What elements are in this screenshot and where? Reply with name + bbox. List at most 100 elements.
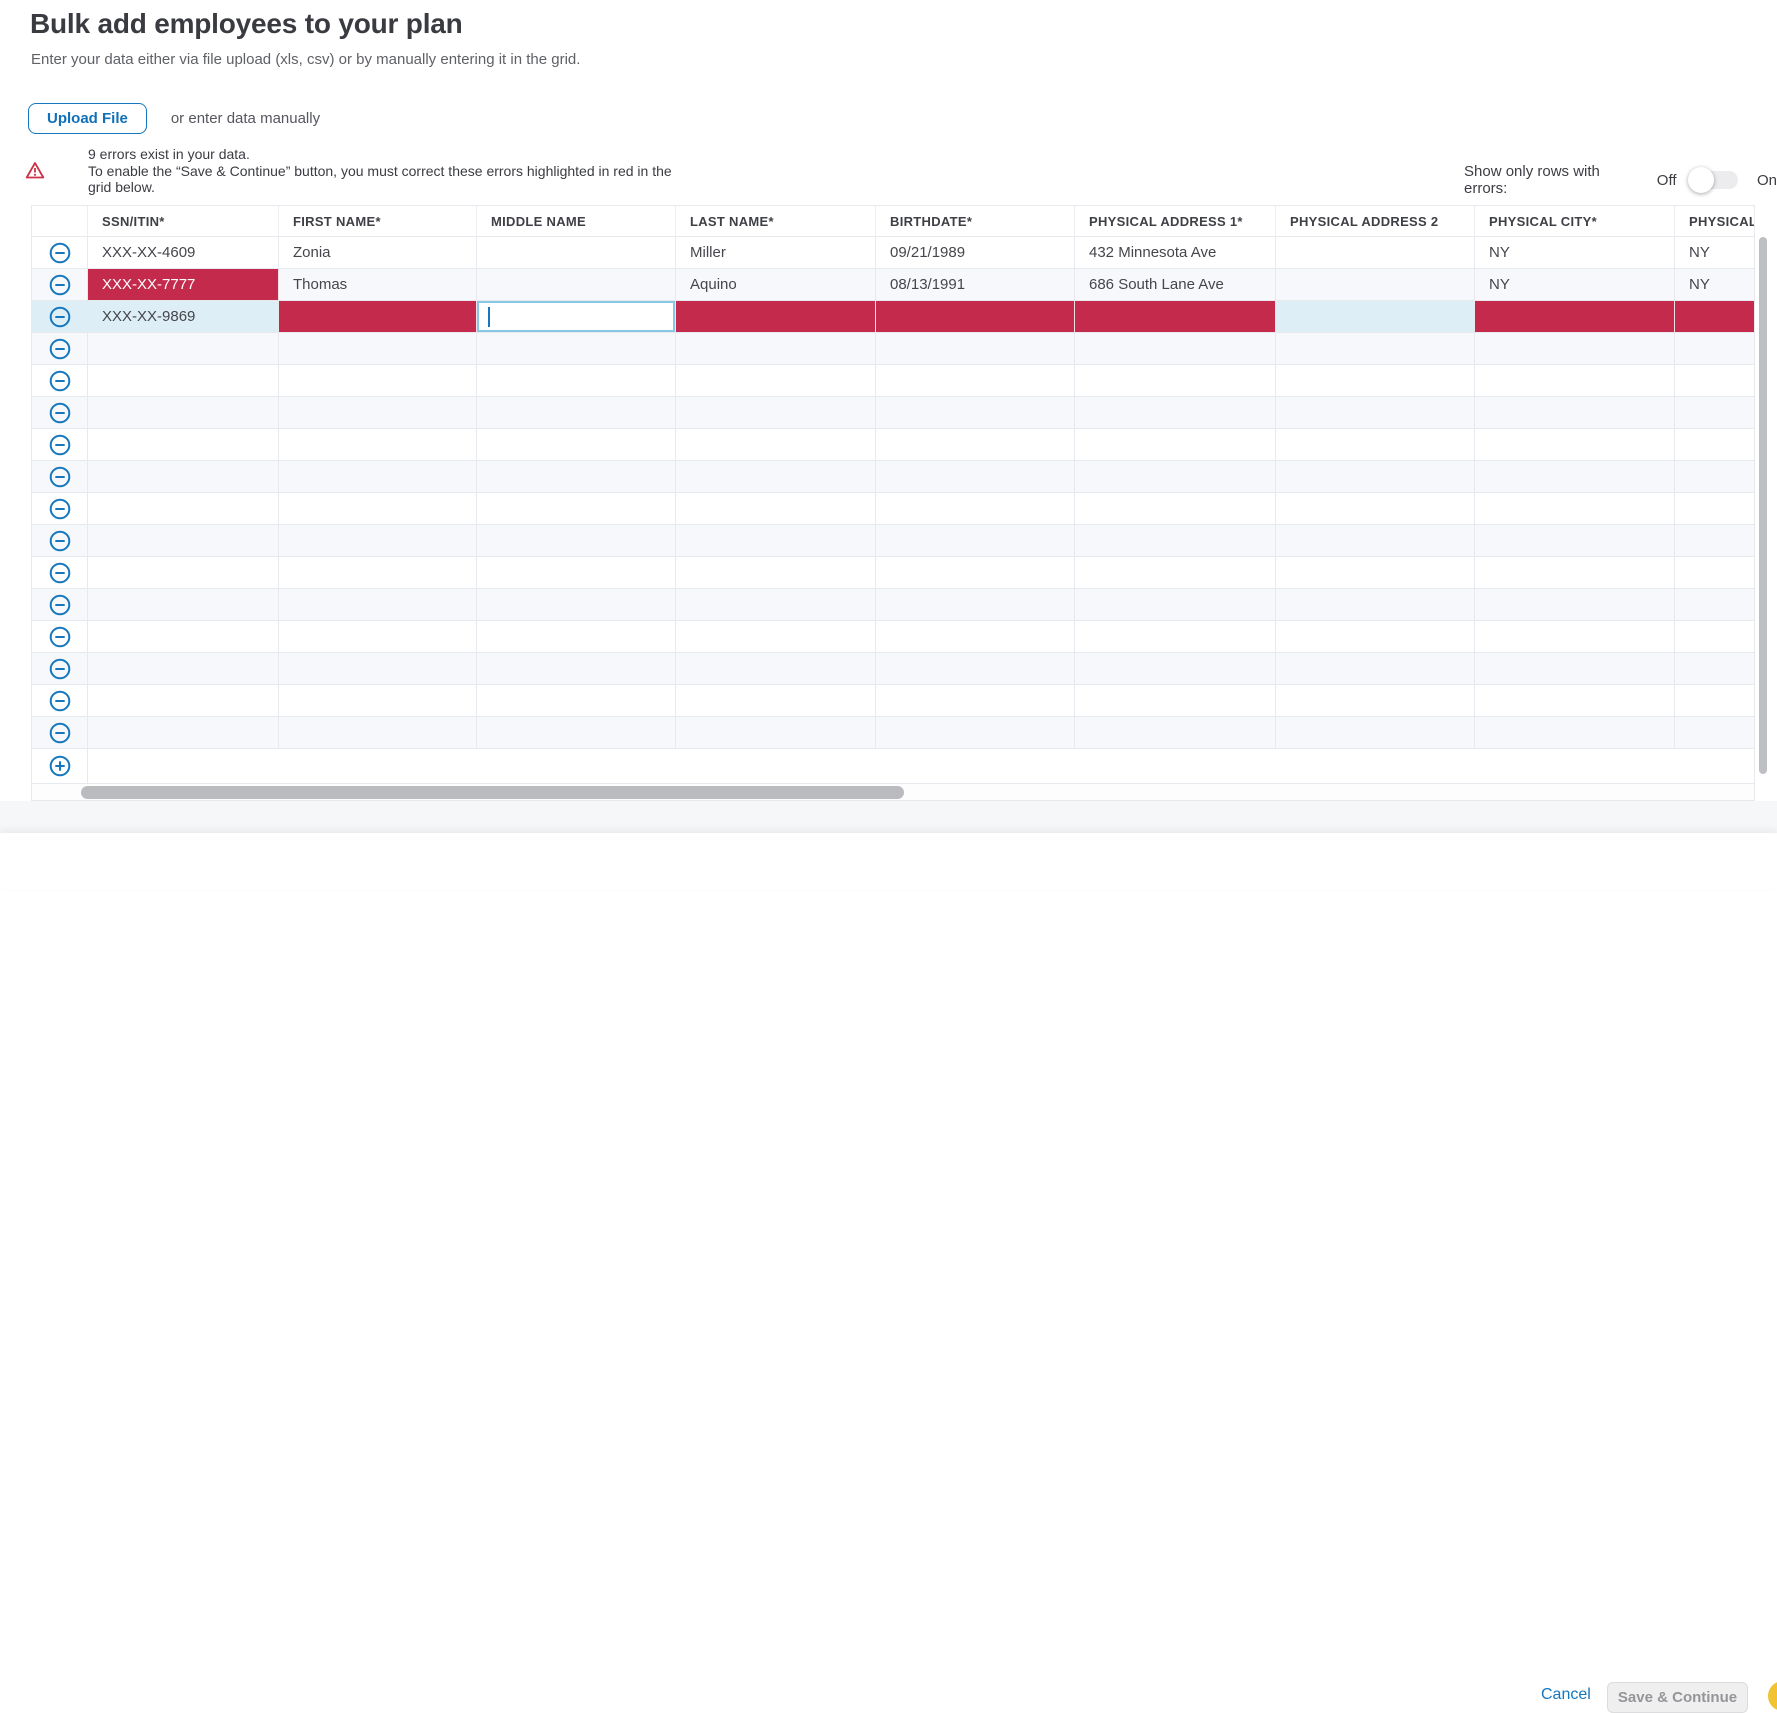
grid-cell-state[interactable] [1675, 525, 1754, 557]
grid-cell-addr1[interactable] [1075, 365, 1276, 397]
grid-cell-middle[interactable] [477, 397, 676, 429]
grid-cell-last[interactable] [676, 557, 876, 589]
grid-cell-ssn[interactable]: XXX-XX-7777 [88, 269, 279, 301]
grid-cell-ssn[interactable]: XXX-XX-4609 [88, 237, 279, 269]
grid-cell-city[interactable] [1475, 653, 1675, 685]
grid-cell-addr2[interactable] [1276, 589, 1475, 621]
grid-cell-last[interactable] [676, 333, 876, 365]
grid-cell-addr2[interactable] [1276, 429, 1475, 461]
grid-cell-last[interactable] [676, 429, 876, 461]
grid-cell-middle[interactable] [477, 301, 676, 333]
grid-cell-first[interactable] [279, 621, 477, 653]
grid-cell-first[interactable] [279, 429, 477, 461]
grid-cell-state[interactable] [1675, 429, 1754, 461]
grid-cell-state[interactable] [1675, 365, 1754, 397]
grid-cell-birthdate[interactable] [876, 621, 1075, 653]
grid-cell-city[interactable]: NY [1475, 269, 1675, 301]
grid-cell-ssn[interactable] [88, 717, 279, 749]
grid-cell-city[interactable] [1475, 333, 1675, 365]
grid-cell-addr2[interactable] [1276, 685, 1475, 717]
grid-cell-middle[interactable] [477, 461, 676, 493]
grid-cell-ssn[interactable] [88, 557, 279, 589]
grid-cell-middle[interactable] [477, 717, 676, 749]
remove-row-button[interactable] [32, 557, 88, 589]
grid-cell-birthdate[interactable] [876, 397, 1075, 429]
grid-cell-ssn[interactable]: XXX-XX-9869 [88, 301, 279, 333]
horizontal-scrollbar-thumb[interactable] [81, 786, 904, 799]
grid-cell-birthdate[interactable]: 09/21/1989 [876, 237, 1075, 269]
grid-cell-ssn[interactable] [88, 525, 279, 557]
grid-cell-state[interactable]: NY [1675, 237, 1754, 269]
grid-cell-city[interactable] [1475, 301, 1675, 333]
cancel-button[interactable]: Cancel [1541, 1686, 1591, 1703]
grid-cell-state[interactable] [1675, 717, 1754, 749]
grid-cell-addr2[interactable] [1276, 717, 1475, 749]
grid-cell-state[interactable] [1675, 653, 1754, 685]
grid-cell-last[interactable] [676, 685, 876, 717]
grid-cell-state[interactable] [1675, 461, 1754, 493]
grid-cell-first[interactable] [279, 653, 477, 685]
grid-cell-ssn[interactable] [88, 365, 279, 397]
vertical-scrollbar[interactable] [1759, 237, 1767, 789]
grid-cell-middle[interactable] [477, 525, 676, 557]
save-continue-button[interactable]: Save & Continue [1607, 1682, 1748, 1713]
grid-cell-birthdate[interactable] [876, 429, 1075, 461]
grid-cell-city[interactable] [1475, 397, 1675, 429]
grid-cell-addr1[interactable] [1075, 301, 1276, 333]
grid-cell-city[interactable] [1475, 365, 1675, 397]
switch-knob[interactable] [1687, 167, 1714, 193]
grid-cell-addr2[interactable] [1276, 365, 1475, 397]
horizontal-scrollbar[interactable] [32, 784, 1754, 800]
grid-cell-ssn[interactable] [88, 429, 279, 461]
remove-row-button[interactable] [32, 621, 88, 653]
grid-cell-middle[interactable] [477, 493, 676, 525]
grid-cell-city[interactable] [1475, 461, 1675, 493]
grid-cell-addr2[interactable] [1276, 397, 1475, 429]
grid-cell-last[interactable]: Miller [676, 237, 876, 269]
show-errors-switch[interactable] [1687, 167, 1738, 193]
remove-row-button[interactable] [32, 237, 88, 269]
grid-cell-birthdate[interactable] [876, 493, 1075, 525]
grid-cell-first[interactable] [279, 717, 477, 749]
remove-row-button[interactable] [32, 685, 88, 717]
grid-cell-birthdate[interactable] [876, 301, 1075, 333]
grid-cell-city[interactable] [1475, 589, 1675, 621]
grid-cell-ssn[interactable] [88, 333, 279, 365]
grid-cell-addr1[interactable]: 432 Minnesota Ave [1075, 237, 1276, 269]
grid-cell-first[interactable] [279, 589, 477, 621]
grid-cell-addr1[interactable] [1075, 653, 1276, 685]
grid-cell-addr1[interactable] [1075, 717, 1276, 749]
remove-row-button[interactable] [32, 333, 88, 365]
grid-cell-last[interactable] [676, 397, 876, 429]
remove-row-button[interactable] [32, 365, 88, 397]
remove-row-button[interactable] [32, 653, 88, 685]
grid-cell-first[interactable] [279, 525, 477, 557]
remove-row-button[interactable] [32, 397, 88, 429]
grid-cell-ssn[interactable] [88, 493, 279, 525]
remove-row-button[interactable] [32, 429, 88, 461]
grid-cell-city[interactable] [1475, 621, 1675, 653]
grid-cell-first[interactable] [279, 685, 477, 717]
grid-cell-birthdate[interactable] [876, 653, 1075, 685]
grid-cell-addr2[interactable] [1276, 493, 1475, 525]
grid-cell-birthdate[interactable] [876, 365, 1075, 397]
grid-cell-ssn[interactable] [88, 461, 279, 493]
grid-cell-last[interactable] [676, 461, 876, 493]
grid-cell-last[interactable] [676, 525, 876, 557]
grid-cell-middle[interactable] [477, 685, 676, 717]
grid-cell-addr1[interactable]: 686 South Lane Ave [1075, 269, 1276, 301]
grid-cell-addr1[interactable] [1075, 397, 1276, 429]
middle-name-input[interactable] [479, 303, 674, 330]
grid-cell-addr2[interactable] [1276, 301, 1475, 333]
grid-cell-addr2[interactable] [1276, 653, 1475, 685]
grid-cell-addr1[interactable] [1075, 589, 1276, 621]
grid-cell-city[interactable] [1475, 525, 1675, 557]
grid-cell-birthdate[interactable] [876, 717, 1075, 749]
grid-cell-addr2[interactable] [1276, 237, 1475, 269]
grid-cell-birthdate[interactable] [876, 333, 1075, 365]
grid-cell-birthdate[interactable] [876, 589, 1075, 621]
grid-cell-middle[interactable] [477, 365, 676, 397]
grid-cell-ssn[interactable] [88, 653, 279, 685]
add-row-button[interactable] [32, 749, 88, 783]
grid-cell-middle[interactable] [477, 237, 676, 269]
